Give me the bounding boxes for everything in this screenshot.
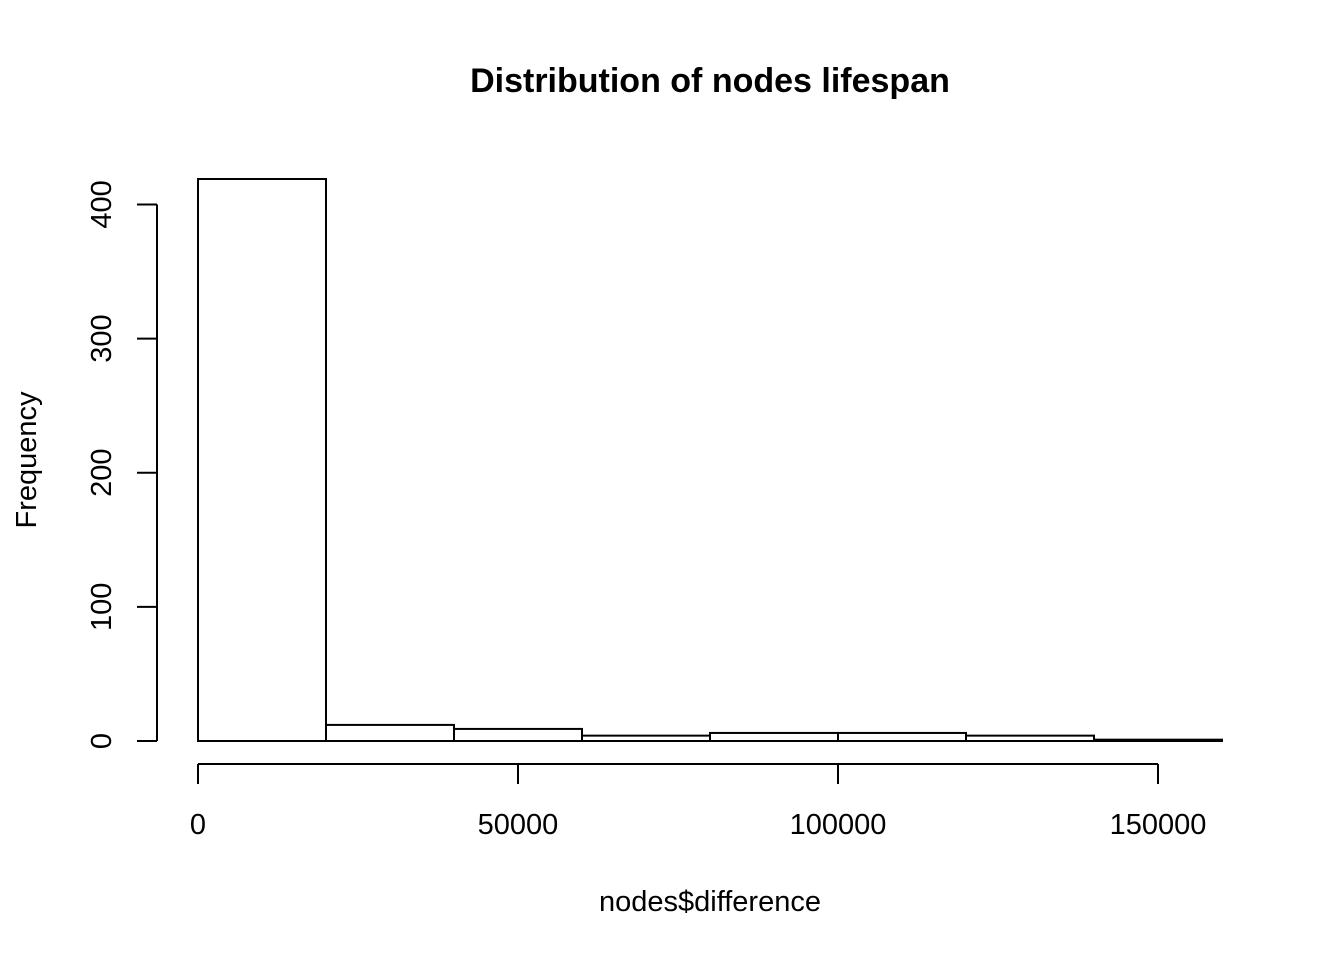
y-tick-label: 0 bbox=[86, 733, 118, 749]
histogram-bar bbox=[837, 731, 967, 743]
histogram-bar bbox=[453, 727, 583, 743]
histogram-bar bbox=[197, 178, 327, 742]
histogram-bar bbox=[325, 723, 455, 743]
y-tick-label: 100 bbox=[86, 583, 118, 631]
bars bbox=[197, 178, 1223, 743]
x-tick-label: 50000 bbox=[478, 809, 559, 841]
y-tick-label: 400 bbox=[86, 180, 118, 228]
chart-title: Distribution of nodes lifespan bbox=[470, 62, 950, 100]
histogram-bar bbox=[1093, 738, 1223, 742]
x-axis: 0 50000 100000 150000 bbox=[190, 763, 1207, 841]
y-axis-label: Frequency bbox=[11, 391, 43, 529]
histogram-bar bbox=[965, 734, 1095, 742]
histogram-bar bbox=[709, 731, 839, 743]
histogram-bar bbox=[581, 734, 711, 742]
x-axis-label: nodes$difference bbox=[599, 886, 821, 918]
x-tick-label: 150000 bbox=[1110, 809, 1207, 841]
x-tick-label: 100000 bbox=[790, 809, 887, 841]
x-tick-label: 0 bbox=[190, 809, 206, 841]
y-axis: 0 100 200 300 400 bbox=[86, 180, 158, 749]
y-tick-label: 300 bbox=[86, 314, 118, 362]
y-tick-label: 200 bbox=[86, 449, 118, 497]
